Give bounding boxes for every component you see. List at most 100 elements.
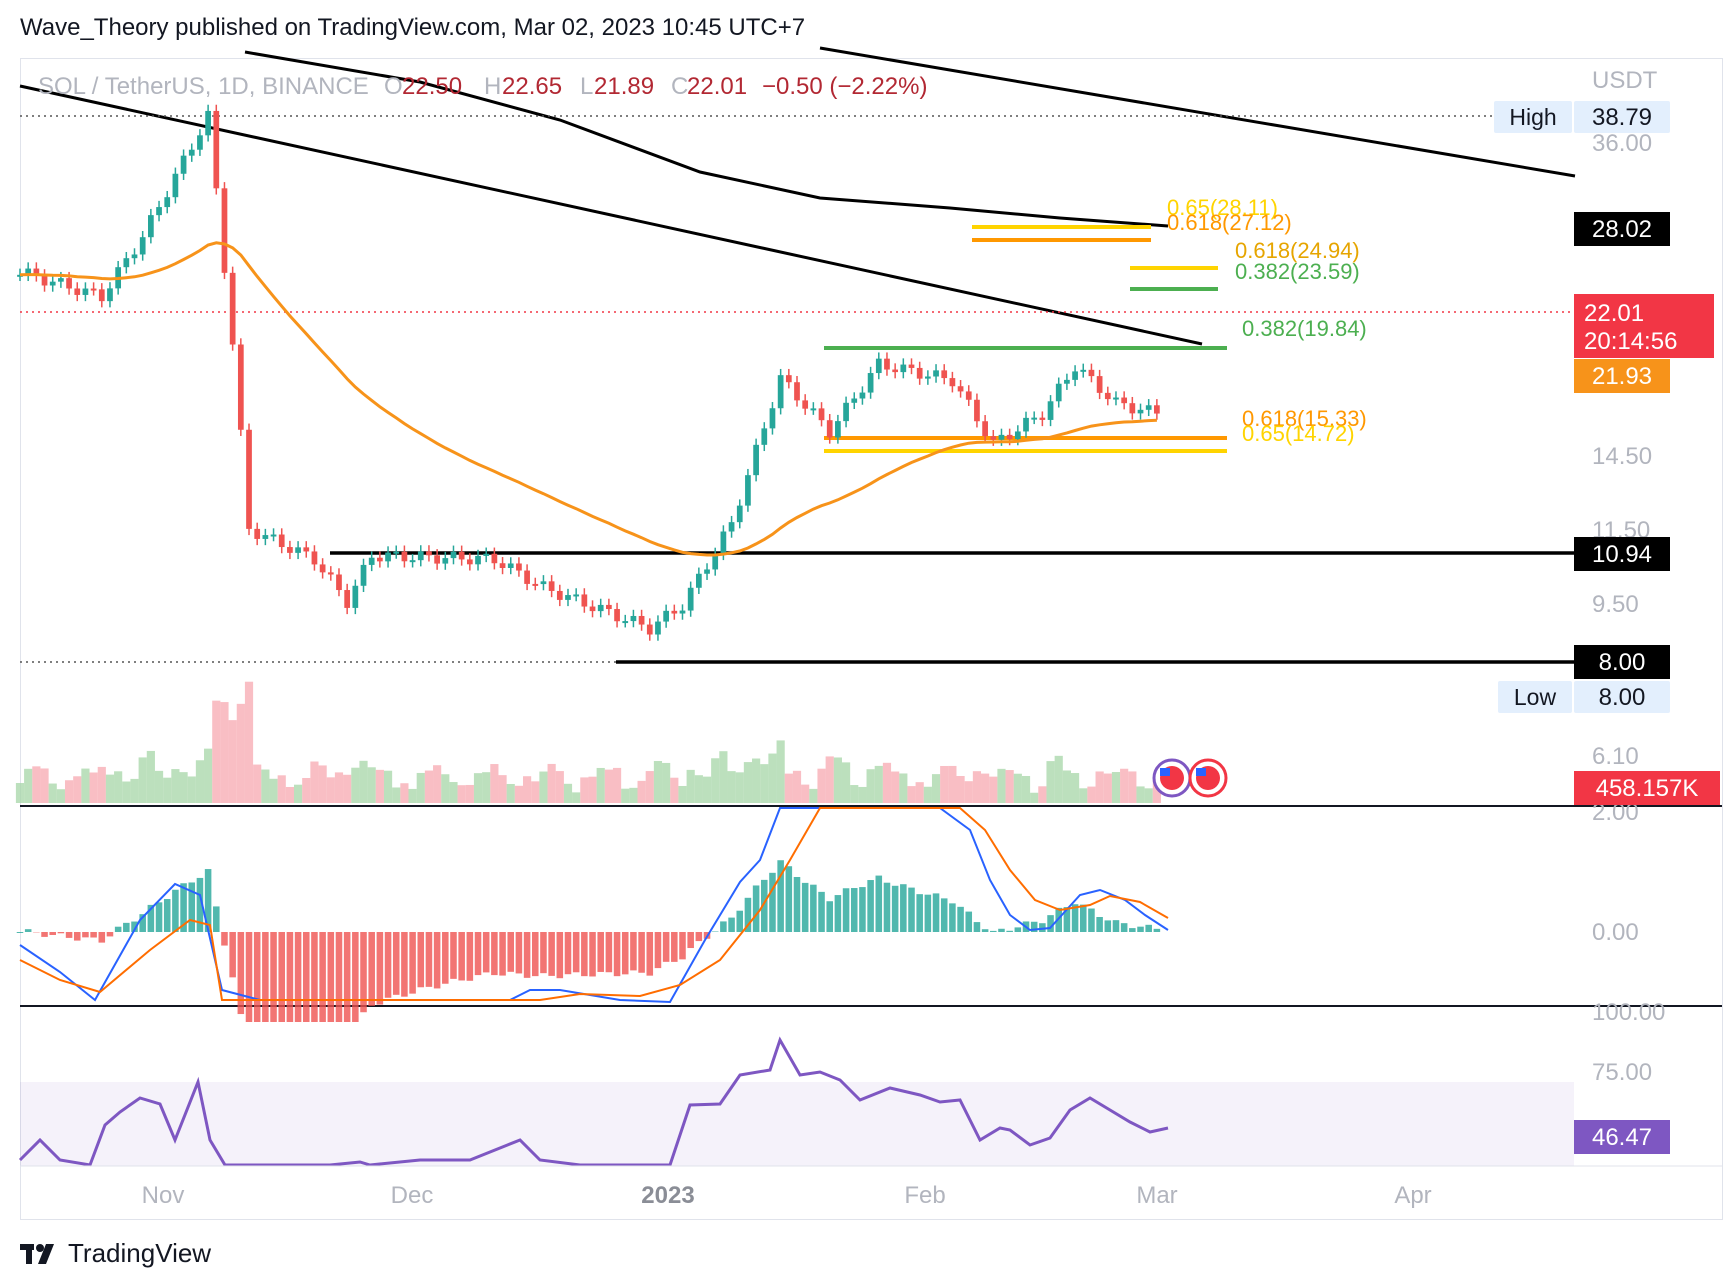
macd-histogram-bar <box>532 932 539 977</box>
macd-histogram-bar <box>16 932 24 933</box>
macd-histogram-bar <box>523 932 531 978</box>
candle <box>516 557 522 577</box>
volume-tag-bg <box>1574 771 1720 805</box>
candle <box>704 563 710 580</box>
macd-histogram-bar <box>163 899 171 932</box>
candle <box>908 358 915 375</box>
candle <box>524 564 530 591</box>
candle <box>458 545 465 566</box>
candle <box>597 598 604 618</box>
low-value-bg <box>1574 681 1670 713</box>
fib-0618-upper-label: 0.618(27.12) <box>1167 210 1292 235</box>
candle <box>818 402 825 427</box>
macd-histogram-bar <box>245 932 253 1022</box>
candle-body <box>802 400 809 409</box>
macd-histogram-bar <box>1063 907 1071 932</box>
volume-bar <box>261 769 270 803</box>
candle <box>483 547 490 563</box>
macd-histogram-bar <box>646 932 654 976</box>
macd-histogram-bar <box>1112 920 1120 932</box>
us-flag-event-icon-2[interactable] <box>1188 758 1228 798</box>
macd-histogram-bar <box>1055 907 1062 932</box>
macd-histogram-bar <box>384 932 392 998</box>
macd-histogram-bar <box>237 932 245 1015</box>
candle <box>875 352 882 380</box>
macd-histogram-bar <box>671 932 678 962</box>
volume-bar <box>277 775 286 803</box>
candle <box>148 208 154 244</box>
volume-bar <box>195 760 205 803</box>
candle <box>156 200 162 222</box>
candle-body <box>565 595 571 600</box>
volume-bar <box>212 700 221 803</box>
candle-body <box>295 547 301 553</box>
macd-histogram-bar <box>1104 920 1112 932</box>
candle-body <box>197 135 203 150</box>
candle <box>679 604 686 620</box>
volume-bar <box>1054 755 1063 803</box>
volume-bar <box>64 780 74 803</box>
candle <box>491 547 498 570</box>
candle-body <box>728 522 735 532</box>
macd-histogram-bar <box>49 932 56 935</box>
macd-histogram-bar <box>278 932 285 1022</box>
candle-body <box>982 421 988 437</box>
macd-histogram-bar <box>1153 928 1161 932</box>
us-flag-event-icon[interactable] <box>1152 758 1192 798</box>
candles <box>17 104 1160 641</box>
volume-bar <box>653 761 663 803</box>
macd-histogram-bar <box>728 917 735 932</box>
tradingview-brand[interactable]: TradingView <box>20 1238 211 1269</box>
time-label-dec: Dec <box>391 1182 434 1209</box>
candle-body <box>401 551 408 562</box>
candle-body <box>246 429 252 529</box>
candle <box>377 551 383 568</box>
candle <box>777 368 784 415</box>
ma200-line <box>244 50 1169 228</box>
candle-body <box>491 553 498 564</box>
price-tick-950: 9.50 <box>1592 591 1639 618</box>
candle <box>769 402 776 435</box>
volume-bar <box>1128 771 1137 803</box>
candle <box>352 579 359 615</box>
candle-body <box>1080 369 1087 372</box>
macd-histogram-bar <box>294 932 302 1022</box>
volume-bar <box>686 769 695 803</box>
candle <box>466 553 473 571</box>
volume-bar <box>228 720 237 803</box>
macd-histogram-bar <box>507 932 515 972</box>
candle <box>695 567 702 594</box>
currency-label: USDT <box>1592 67 1658 94</box>
macd-histogram-bar <box>466 932 474 981</box>
macd-histogram-bar <box>343 932 351 1022</box>
trendline-upper <box>819 46 1576 178</box>
candle-body <box>344 590 351 608</box>
volume-bar <box>743 762 753 803</box>
macd-histogram-bar <box>409 932 416 994</box>
volume-bar <box>236 703 245 803</box>
volume-bar <box>596 767 605 803</box>
candle-body <box>655 621 661 635</box>
macd-histogram-bar <box>810 884 817 932</box>
candle <box>327 566 334 581</box>
candle-body <box>1137 409 1144 414</box>
macd-histogram-bar <box>474 932 482 976</box>
volume-bar <box>375 769 384 803</box>
macd-histogram-bar <box>581 932 588 977</box>
candle-body <box>164 197 171 208</box>
candle-body <box>270 534 277 537</box>
volume-bar <box>32 766 41 803</box>
macd-histogram-bar <box>57 932 65 934</box>
candle <box>982 415 988 443</box>
macd-histogram-bar <box>801 882 809 932</box>
candle <box>25 262 32 282</box>
candle <box>1088 363 1095 383</box>
macd-histogram-bar <box>147 904 155 932</box>
candle <box>548 575 555 598</box>
candle-body <box>123 258 130 268</box>
candle-body <box>434 555 440 564</box>
candle <box>728 515 735 538</box>
macd-histogram-bar <box>442 932 449 984</box>
macd-histogram-bar <box>433 932 441 989</box>
